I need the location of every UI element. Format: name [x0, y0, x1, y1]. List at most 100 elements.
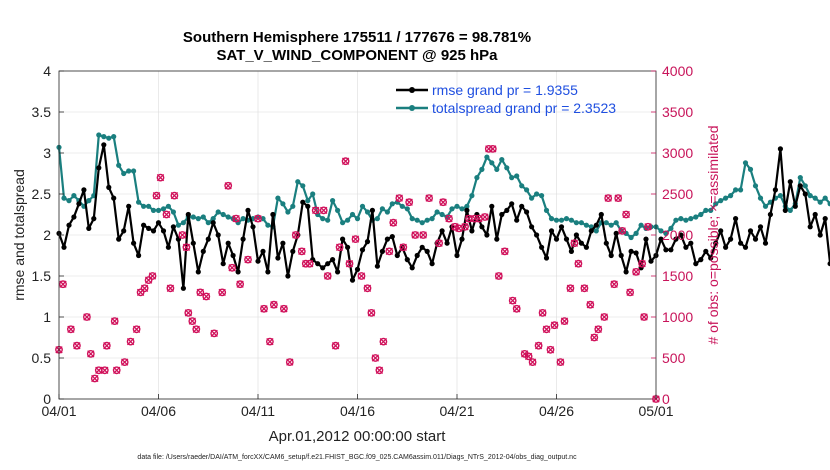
x-tick-label: 04/06	[141, 403, 176, 419]
totalspread-point	[454, 203, 460, 209]
obs-count-marker	[542, 325, 551, 334]
rmse-point	[479, 224, 485, 230]
totalspread-point	[529, 195, 535, 201]
totalspread-point	[404, 206, 410, 212]
rmse-point	[752, 236, 759, 242]
rmse-point	[603, 240, 609, 246]
y-right-tick-label: 3500	[662, 104, 693, 120]
rmse-point	[170, 224, 176, 230]
totalspread-point	[141, 203, 147, 209]
totalspread-point	[399, 203, 405, 209]
obs-count-marker	[425, 194, 433, 203]
obs-count-marker	[112, 366, 121, 375]
rmse-point	[111, 195, 117, 201]
obs-count-marker	[100, 366, 109, 375]
totalspread-point	[757, 195, 764, 201]
rmse-point	[359, 247, 366, 253]
totalspread-point	[335, 207, 341, 213]
totalspread-point	[310, 191, 316, 197]
rmse-point	[767, 211, 774, 218]
rmse-point	[663, 247, 669, 253]
totalspread-point	[728, 193, 734, 199]
obs-count-marker	[560, 317, 569, 325]
rmse-point	[270, 211, 276, 218]
obs-count-marker	[371, 354, 380, 362]
totalspread-point	[146, 203, 152, 209]
rmse-point	[444, 240, 450, 246]
totalspread-point	[683, 217, 689, 223]
obs-count-marker	[586, 300, 595, 309]
totalspread-point	[200, 214, 206, 220]
y-right-tick-label: 500	[662, 350, 686, 366]
rmse-point	[121, 228, 127, 234]
totalspread-point	[553, 217, 560, 223]
rmse-point	[136, 252, 142, 259]
obs-count-marker	[566, 284, 575, 293]
rmse-point	[419, 244, 425, 250]
totalspread-point	[195, 216, 201, 222]
y-left-tick-label: 2.5	[32, 186, 52, 202]
rmse-point	[464, 207, 470, 213]
rmse-point	[101, 142, 107, 148]
rmse-point	[658, 236, 664, 242]
obs-marks	[55, 144, 660, 403]
totalspread-point	[762, 203, 769, 209]
totalspread-point	[738, 187, 744, 193]
obs-count-marker	[210, 329, 219, 338]
totalspread-point	[673, 217, 679, 223]
rmse-point	[116, 236, 122, 242]
rmse-point	[260, 248, 266, 254]
totalspread-point	[822, 195, 828, 201]
rmse-point	[484, 232, 490, 238]
obs-count-marker	[178, 231, 187, 239]
rmse-point	[305, 203, 311, 209]
obs-count-marker	[622, 210, 630, 219]
totalspread-point	[66, 198, 72, 204]
rmse-point	[245, 207, 251, 213]
rmse-point	[185, 211, 191, 218]
obs-count-marker	[600, 313, 609, 321]
rmse-point	[618, 252, 624, 259]
rmse-point	[459, 236, 465, 242]
obs-count-marker	[590, 333, 599, 342]
y-left-tick-label: 4	[43, 63, 51, 79]
totalspread-point	[827, 201, 830, 207]
rmse-point	[792, 203, 798, 209]
obs-count-marker	[83, 313, 91, 321]
legend-rmse-marker	[409, 87, 415, 93]
totalspread-point	[295, 179, 301, 185]
obs-count-marker	[379, 337, 388, 346]
rmse-point	[648, 258, 654, 264]
axes-ticks: 04/01 04/06 04/11 04/16 04/21 04/26 05/0100.51…	[32, 63, 694, 419]
totalspread-point	[698, 211, 704, 218]
obs-count-marker	[59, 280, 67, 289]
totalspread-point	[723, 195, 729, 201]
rmse-point	[255, 258, 261, 264]
obs-count-marker	[236, 280, 245, 289]
rmse-point	[797, 183, 803, 189]
rmse-point	[703, 248, 709, 254]
obs-count-marker	[254, 214, 262, 223]
totalspread-point	[603, 220, 609, 226]
totalspread-point	[414, 217, 420, 223]
rmse-point	[409, 265, 415, 271]
totalspread-point	[628, 234, 634, 241]
y-right-tick-label: 1500	[662, 268, 693, 284]
totalspread-point	[170, 209, 176, 215]
totalspread-point	[345, 217, 351, 223]
rmse-point	[340, 236, 346, 242]
totalspread-point	[733, 187, 739, 193]
obs-count-marker	[152, 191, 161, 200]
obs-count-marker	[534, 341, 543, 350]
rmse-point	[728, 236, 734, 242]
totalspread-point	[285, 209, 291, 215]
x-tick-label: 04/21	[439, 403, 474, 419]
obs-count-marker	[494, 272, 503, 280]
obs-count-marker	[305, 259, 314, 268]
totalspread-point	[593, 228, 599, 234]
rmse-point	[71, 214, 77, 220]
totalspread-point	[802, 183, 808, 189]
obs-count-marker	[439, 198, 447, 207]
obs-count-marker	[480, 213, 489, 221]
rmse-point	[643, 236, 649, 242]
